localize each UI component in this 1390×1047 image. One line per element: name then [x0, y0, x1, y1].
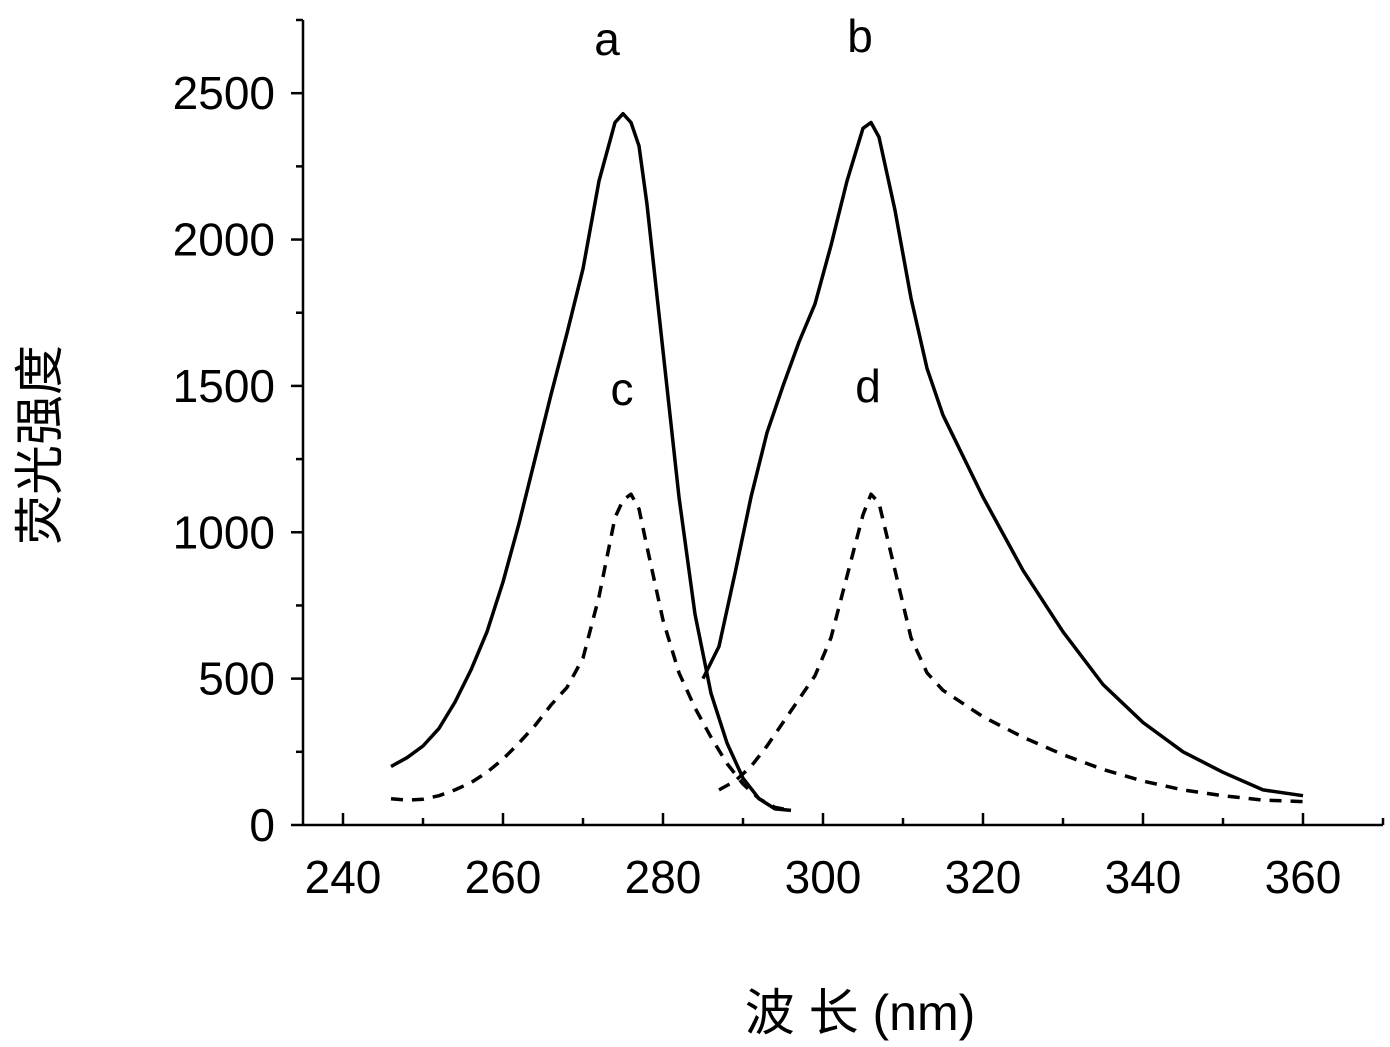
x-tick-label: 300	[785, 851, 862, 903]
y-tick-label: 500	[198, 653, 275, 705]
series-c-label: c	[611, 363, 634, 415]
x-axis-title: 波 长 (nm)	[745, 985, 976, 1041]
ticks	[291, 18, 1385, 827]
x-tick-label: 320	[945, 851, 1022, 903]
series-a-label: a	[594, 13, 620, 65]
x-tick-label: 240	[305, 851, 382, 903]
series-c-line	[390, 492, 792, 813]
y-tick-label: 2500	[173, 67, 275, 119]
y-axis-title: 荧光强度	[12, 345, 68, 545]
series-d-line	[718, 492, 1304, 804]
series-b-line	[701, 120, 1304, 798]
series-layer	[390, 111, 1304, 813]
x-tick-label: 360	[1265, 851, 1342, 903]
series-a-line	[390, 111, 792, 813]
axes	[301, 20, 1383, 827]
series-labels: a b c d	[594, 10, 881, 415]
series-d-label: d	[855, 360, 881, 412]
y-tick-label: 1500	[173, 360, 275, 412]
y-tick-label: 0	[249, 799, 275, 851]
tick-labels: 240 260 280 300 320 340 360 0 500 1000 1500 2000 250…	[173, 67, 1342, 903]
y-tick-label: 1000	[173, 506, 275, 558]
x-tick-label: 260	[465, 851, 542, 903]
series-b-label: b	[847, 10, 873, 62]
x-tick-label: 340	[1105, 851, 1182, 903]
y-tick-label: 2000	[173, 214, 275, 266]
x-tick-label: 280	[625, 851, 702, 903]
